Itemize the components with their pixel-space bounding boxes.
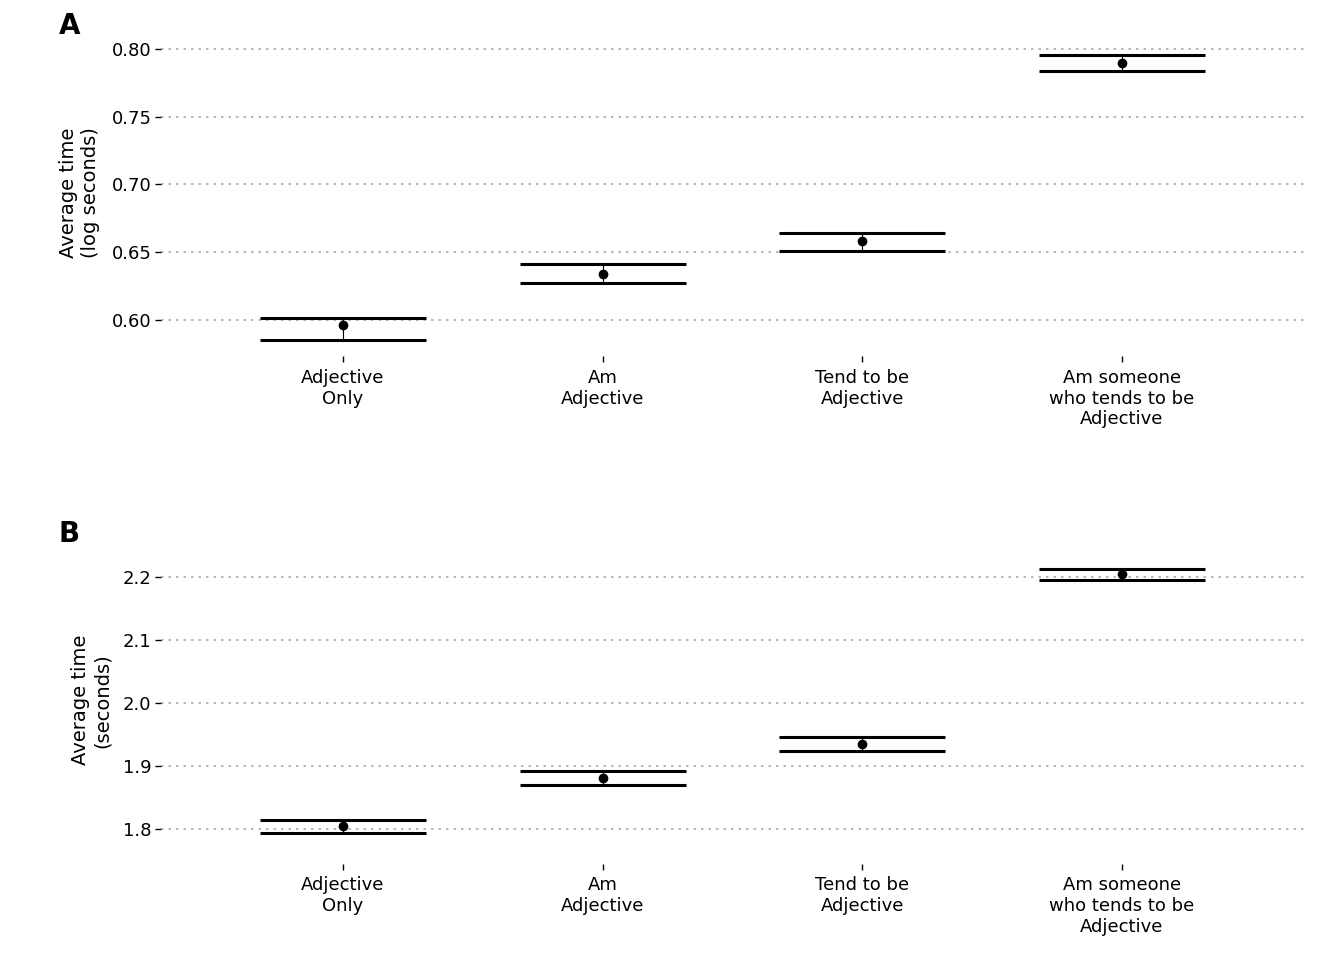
- Text: A: A: [59, 12, 79, 40]
- Text: B: B: [59, 520, 79, 548]
- Y-axis label: Average time
(seconds): Average time (seconds): [71, 636, 112, 765]
- Y-axis label: Average time
(log seconds): Average time (log seconds): [59, 127, 101, 258]
